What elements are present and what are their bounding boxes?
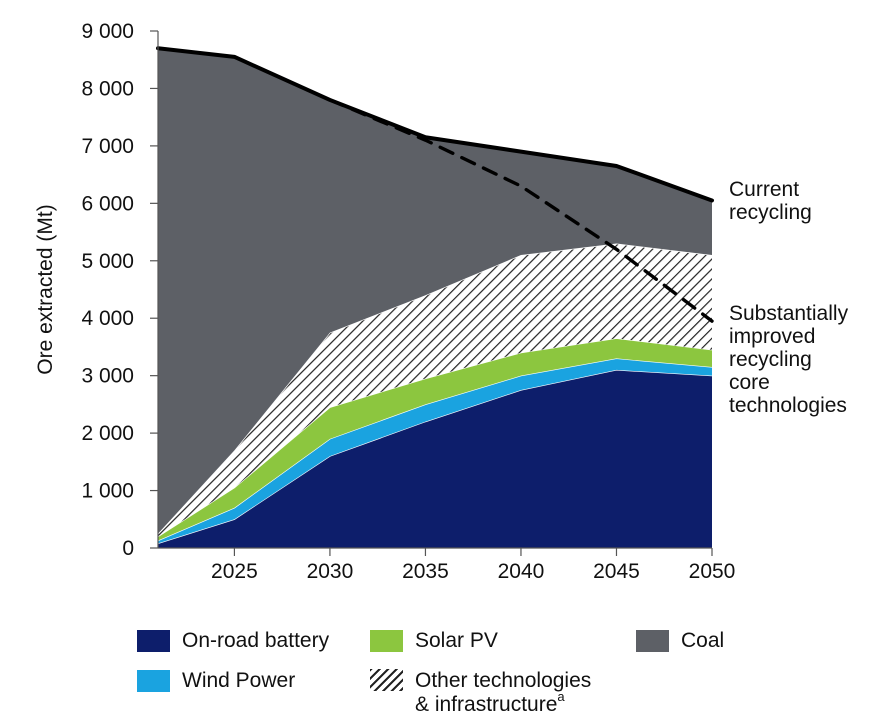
stacked-area-group <box>157 48 713 548</box>
legend-label-other-technologies-line-2: & infrastructure a <box>415 689 591 717</box>
y-tick-label-5000: 5 000 <box>81 250 134 273</box>
area-other-technologies <box>158 243 712 537</box>
legend-item-on-road-battery: On-road battery <box>137 629 329 653</box>
label-improved-recycling-line-4: core <box>729 371 770 394</box>
legend-swatch-on-road-battery <box>137 630 170 652</box>
legend-label-other-technologies-line-1: Other technologies <box>415 669 592 692</box>
x-tick-label-2035: 2035 <box>402 560 449 583</box>
label-current-recycling-line-2: recycling <box>729 201 812 224</box>
y-axis-label: Ore extracted (Mt) <box>34 204 57 374</box>
area-coal <box>158 48 712 534</box>
x-tick-label-2050: 2050 <box>689 560 736 583</box>
legend-label-wind-power: Wind Power <box>182 669 296 692</box>
label-current-recycling-line-1: Current <box>729 178 799 201</box>
solid-line-current-recycling <box>156 46 714 203</box>
legend-swatch-solar-pv <box>370 630 403 652</box>
x-tick-label-2025: 2025 <box>211 560 258 583</box>
legend-item-other-technologies: Other technologies & infrastructure a <box>370 669 591 717</box>
axes-group: 0 1 000 2 000 3 000 4 000 5 000 6 000 7 000 8 00… <box>34 20 735 583</box>
legend-footnote-marker: a <box>557 689 565 704</box>
y-tick-label-9000: 9 000 <box>81 20 134 43</box>
y-tick-label-8000: 8 000 <box>81 77 134 100</box>
label-improved-recycling: Substantially improved recycling core techno… <box>729 302 849 417</box>
y-tick-label-0: 0 <box>122 537 134 560</box>
y-tick-label-2000: 2 000 <box>81 422 134 445</box>
recycling-lines-group <box>156 46 714 323</box>
area-solar-pv <box>158 338 712 541</box>
y-tick-label-6000: 6 000 <box>81 192 134 215</box>
x-tick-label-2045: 2045 <box>593 560 640 583</box>
label-improved-recycling-line-2: improved <box>729 325 815 348</box>
legend-swatch-coal <box>636 630 669 652</box>
legend-label-solar-pv: Solar PV <box>415 629 498 652</box>
area-wind-power <box>158 358 712 544</box>
legend-label-on-road-battery: On-road battery <box>182 629 330 652</box>
y-tick-label-7000: 7 000 <box>81 135 134 158</box>
y-tick-label-1000: 1 000 <box>81 480 134 503</box>
legend-label-other-technologies: Other technologies & infrastructure a <box>415 669 591 717</box>
dashed-line-substantially-improved-recycling-core-technologies <box>328 98 714 323</box>
legend-swatch-wind-power <box>137 670 170 692</box>
legend-item-wind-power: Wind Power <box>137 669 295 693</box>
legend-label-infrastructure: & infrastructure <box>415 693 558 716</box>
legend-item-solar-pv: Solar PV <box>370 629 498 653</box>
label-improved-recycling-line-1: Substantially <box>729 302 849 325</box>
y-tick-label-4000: 4 000 <box>81 307 134 330</box>
legend-swatch-other-technologies <box>370 669 403 691</box>
area-on-road-battery <box>158 369 712 548</box>
legend-label-coal: Coal <box>681 629 725 652</box>
legend-item-coal: Coal <box>636 629 724 653</box>
x-tick-label-2030: 2030 <box>307 560 354 583</box>
x-tick-label-2040: 2040 <box>498 560 545 583</box>
label-improved-recycling-line-5: technologies <box>729 394 847 417</box>
label-current-recycling: Current recycling <box>729 178 812 224</box>
label-improved-recycling-line-3: recycling <box>729 348 812 371</box>
y-tick-label-3000: 3 000 <box>81 365 134 388</box>
